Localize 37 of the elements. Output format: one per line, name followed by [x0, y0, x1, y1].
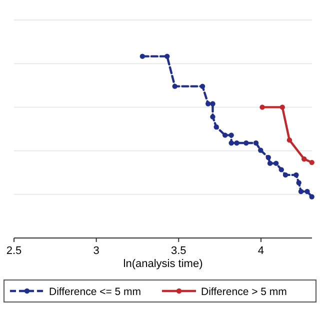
point — [214, 124, 219, 130]
x-tick-label: 3.5 — [170, 245, 186, 257]
x-axis-title: ln(analysis time) — [123, 258, 203, 270]
point — [234, 140, 240, 146]
point — [298, 188, 304, 194]
point — [304, 188, 310, 194]
x-tick-label: 3 — [93, 245, 100, 257]
point — [260, 104, 265, 110]
point — [309, 194, 314, 200]
point — [278, 167, 284, 172]
point — [210, 114, 216, 120]
point — [164, 54, 170, 59]
point — [140, 54, 146, 59]
point — [210, 101, 216, 106]
point — [228, 132, 234, 138]
point — [280, 104, 285, 110]
x-tick-label: 4 — [258, 245, 264, 257]
point — [274, 160, 279, 166]
point — [301, 156, 307, 162]
point — [206, 101, 211, 106]
point — [296, 180, 302, 186]
point — [294, 172, 299, 178]
legend-label: Difference <= 5 mm — [49, 286, 142, 298]
point — [309, 160, 314, 166]
point — [200, 84, 206, 89]
point — [244, 140, 249, 146]
point — [267, 160, 273, 166]
point — [222, 132, 228, 138]
point — [282, 172, 288, 178]
x-tick-label: 2.5 — [6, 245, 22, 257]
point — [228, 140, 234, 146]
point — [172, 84, 178, 89]
point — [258, 148, 264, 153]
point — [266, 154, 271, 160]
point — [253, 140, 259, 146]
legend-label: Difference > 5 mm — [201, 286, 288, 298]
point — [286, 137, 292, 143]
